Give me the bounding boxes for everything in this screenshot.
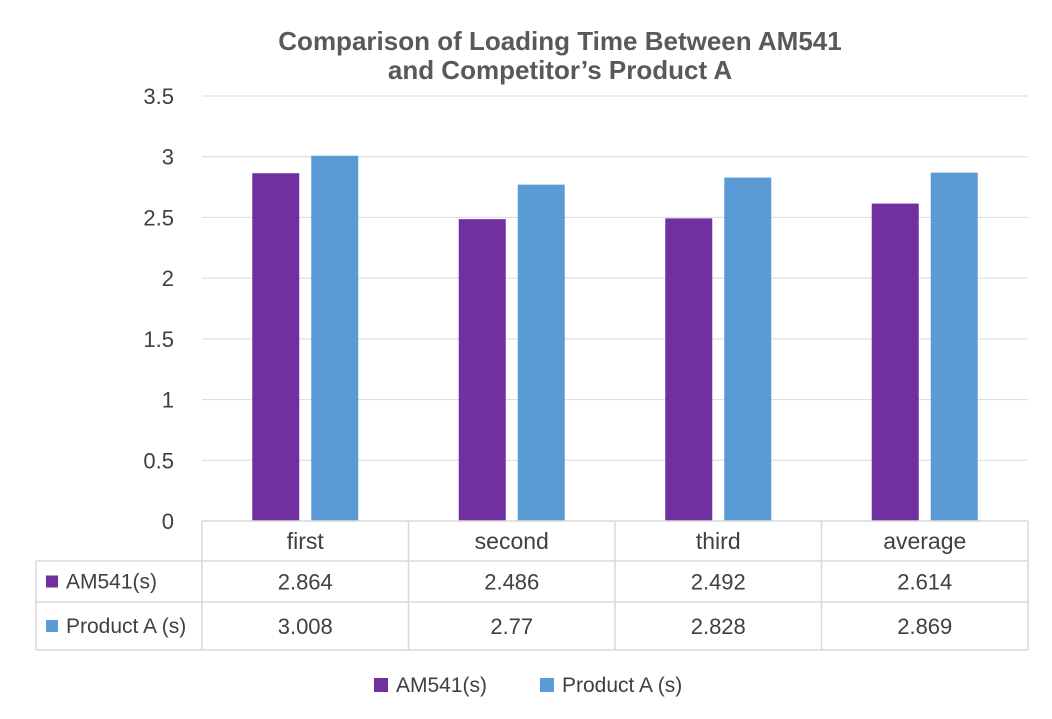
y-tick-label: 1 — [162, 388, 174, 413]
table-cell-value: 2.77 — [490, 614, 533, 639]
table-cell-value: 2.869 — [897, 614, 952, 639]
bar-product-a-third — [724, 177, 772, 521]
y-tick-label: 0 — [162, 509, 174, 534]
data-table: first second third average AM541(s) 2.864 2.48… — [35, 520, 1029, 651]
bar-am541-first — [252, 173, 300, 521]
bars — [252, 155, 978, 522]
bar-product-a-second — [517, 184, 565, 521]
table-cell-value: 2.828 — [691, 614, 746, 639]
table-series-swatch — [46, 620, 58, 632]
category-label: first — [287, 528, 325, 554]
y-axis: 0 0.5 1 1.5 2 2.5 3 3.5 — [143, 84, 174, 534]
table-cell-value: 2.864 — [278, 570, 333, 595]
category-label: average — [883, 528, 966, 554]
legend-swatch — [374, 678, 388, 692]
chart-title-line-2: and Competitor’s Product A — [388, 55, 732, 85]
bar-am541-second — [458, 219, 506, 521]
table-series-swatch — [46, 575, 58, 588]
legend-label: Product A (s) — [562, 674, 682, 697]
category-label: second — [475, 528, 549, 554]
y-tick-label: 3.5 — [143, 84, 174, 109]
bar-am541-average — [871, 203, 919, 522]
y-tick-label: 0.5 — [143, 448, 174, 473]
table-cell-value: 3.008 — [278, 614, 333, 639]
y-tick-label: 2.5 — [143, 205, 174, 230]
chart-title-line-1: Comparison of Loading Time Between AM541 — [278, 26, 841, 56]
legend-swatch — [540, 678, 554, 692]
table-cell-value: 2.486 — [484, 570, 539, 595]
y-tick-label: 1.5 — [143, 327, 174, 352]
bar-am541-third — [665, 218, 713, 521]
chart-title: Comparison of Loading Time Between AM541… — [278, 26, 841, 85]
category-label: third — [696, 528, 741, 554]
y-tick-label: 2 — [162, 266, 174, 291]
table-series-label: Product A (s) — [66, 615, 186, 638]
table-series-label: AM541(s) — [66, 571, 157, 594]
legend-label: AM541(s) — [396, 674, 487, 697]
legend: AM541(s) Product A (s) — [374, 674, 682, 697]
bar-product-a-average — [930, 172, 978, 521]
table-cell-value: 2.614 — [897, 570, 952, 595]
bar-product-a-first — [311, 155, 359, 521]
y-tick-label: 3 — [162, 145, 174, 170]
table-cell-value: 2.492 — [691, 570, 746, 595]
